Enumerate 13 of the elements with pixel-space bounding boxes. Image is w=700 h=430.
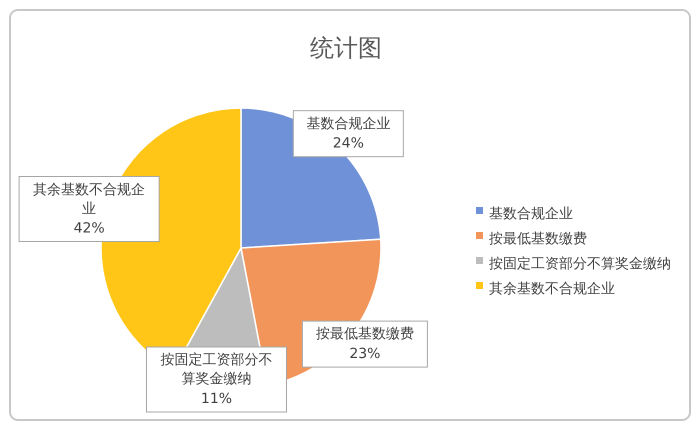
legend-label: 基数合规企业: [489, 206, 573, 222]
slice-label: 按最低基数缴费: [314, 325, 415, 344]
data-label: 24%: [332, 136, 364, 152]
data-label: 23%: [349, 346, 380, 362]
chart-title: 统计图: [310, 34, 382, 62]
data-label: 11%: [200, 391, 232, 407]
slice-label: 按固定工资部分不算奖金缴纳: [159, 351, 274, 389]
slice-label: 其余基数不合规企业: [32, 180, 146, 218]
data-label: 42%: [74, 220, 105, 237]
legend-label: 按固定工资部分不算奖金缴纳: [489, 256, 671, 272]
slice-label: 基数合规企业: [305, 114, 392, 134]
legend-label: 按最低基数缴费: [489, 230, 587, 247]
legend-label: 其余基数不合规企业: [489, 280, 615, 297]
